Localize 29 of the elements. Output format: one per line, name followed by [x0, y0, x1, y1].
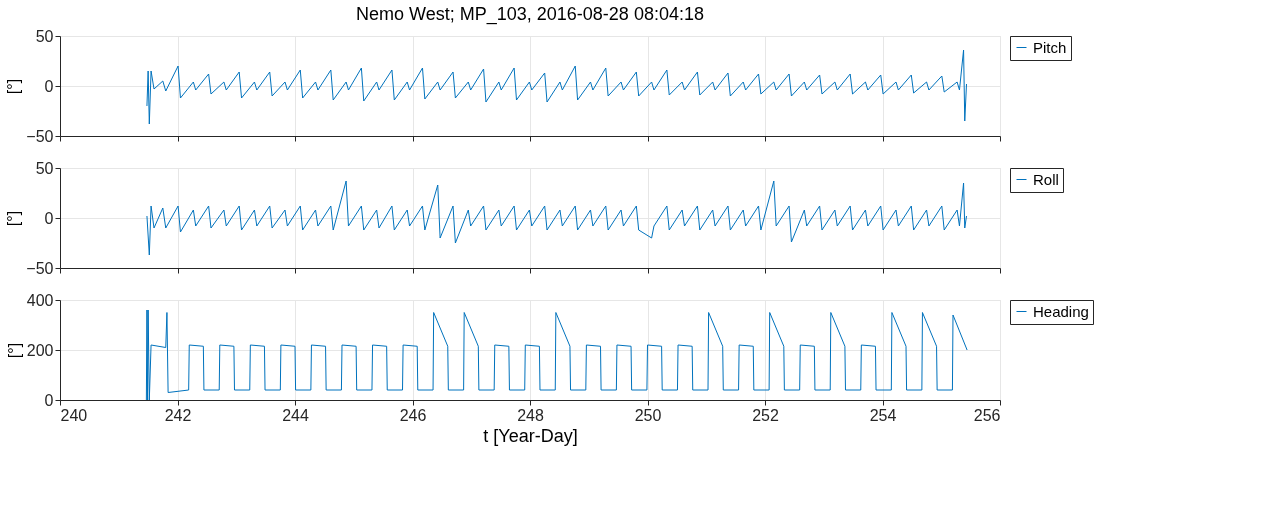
- y-tick-label: 0: [44, 77, 54, 95]
- line-series: [146, 180, 968, 256]
- y-tick-label: 50: [35, 159, 54, 177]
- y-tick-label: −50: [26, 259, 54, 277]
- x-tick-label: 250: [634, 406, 662, 424]
- x-tick-label: 254: [869, 406, 897, 424]
- x-tick-label: 244: [282, 406, 309, 424]
- x-tick-label: 242: [164, 406, 192, 424]
- y-tick-label: 400: [26, 291, 54, 309]
- x-tick-label: 246: [399, 406, 427, 424]
- y-axis-title: [°]: [5, 210, 23, 227]
- legend-label: Pitch: [1033, 38, 1067, 56]
- legend-label: Roll: [1033, 170, 1059, 188]
- y-tick-label: −50: [26, 127, 54, 145]
- x-tick-label: 252: [752, 406, 779, 424]
- x-tick-label: 256: [973, 406, 1001, 424]
- y-axis-title: [°]: [5, 78, 23, 95]
- line-series: [146, 49, 968, 125]
- legend-label: Heading: [1033, 302, 1089, 320]
- y-tick-label: 0: [44, 209, 54, 227]
- y-axis-title: [°]: [5, 342, 23, 359]
- x-axis-title: t [Year-Day]: [483, 425, 578, 446]
- line-series: [145, 309, 968, 401]
- y-tick-label: 200: [26, 341, 54, 359]
- chart-title: Nemo West; MP_103, 2016-08-28 08:04:18: [356, 4, 704, 25]
- x-tick-label: 240: [60, 406, 88, 424]
- y-tick-label: 50: [35, 27, 54, 45]
- x-tick-label: 248: [517, 406, 544, 424]
- y-tick-label: 0: [44, 391, 54, 409]
